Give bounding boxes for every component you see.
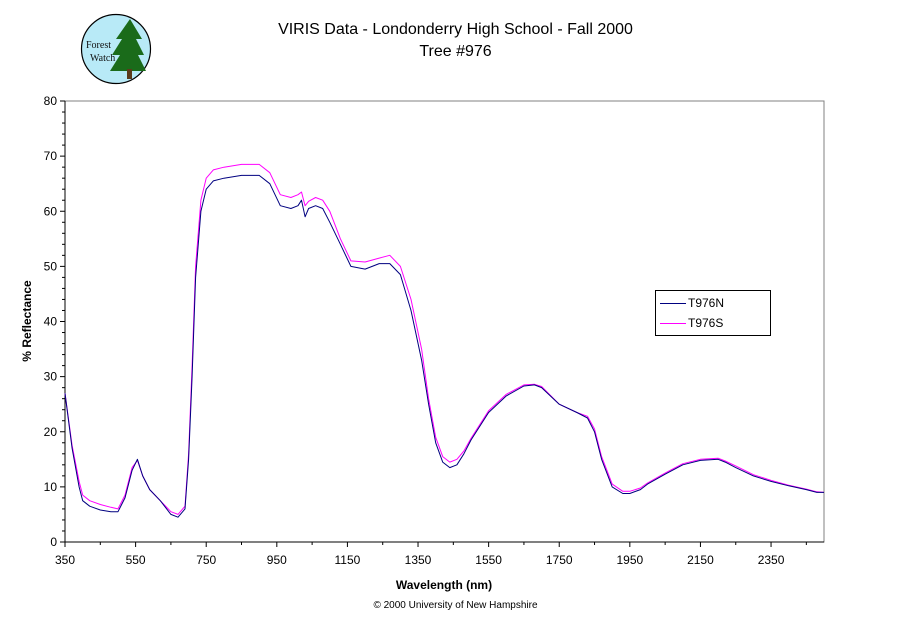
x-tick-label: 1350	[405, 553, 432, 567]
logo-text-forest: Forest	[86, 40, 111, 51]
ticks: 0 10 20 30 40 50 60 70 80 350 550 750 950 1150 1350 155…	[44, 94, 807, 567]
legend-label-t976n: T976N	[688, 296, 725, 310]
chart-subtitle: Tree #976	[419, 43, 492, 60]
y-tick-label: 30	[44, 370, 58, 384]
y-axis-title: % Reflectance	[20, 280, 34, 362]
legend-entry-t976n: T976N	[660, 295, 724, 311]
y-tick-label: 80	[44, 94, 58, 108]
x-tick-label: 350	[55, 553, 75, 567]
logo-text-watch: Watch	[90, 53, 115, 64]
forest-watch-logo: Forest Watch	[80, 13, 152, 85]
legend-swatch-t976n	[660, 302, 686, 304]
legend-entry-t976s: T976S	[660, 315, 723, 331]
copyright: © 2000 University of New Hampshire	[373, 600, 538, 611]
y-tick-label: 60	[44, 204, 58, 218]
chart-title: VIRIS Data - Londonderry High School - F…	[278, 21, 633, 38]
legend-swatch-t976s	[660, 322, 686, 324]
y-tick-label: 10	[44, 480, 58, 494]
series-lines	[64, 163, 825, 518]
y-tick-label: 70	[44, 149, 58, 163]
series-line-t976n	[64, 174, 824, 518]
y-tick-label: 0	[50, 535, 57, 549]
x-tick-label: 2150	[687, 553, 714, 567]
x-tick-label: 1750	[546, 553, 573, 567]
legend-label-t976s: T976S	[688, 316, 724, 330]
x-tick-label: 1950	[616, 553, 643, 567]
x-tick-label: 1150	[335, 553, 361, 567]
x-tick-label: 1550	[475, 553, 502, 567]
x-tick-label: 750	[196, 553, 216, 567]
y-tick-label: 40	[44, 315, 58, 329]
x-axis-title: Wavelength (nm)	[396, 578, 492, 592]
x-tick-label: 550	[126, 553, 146, 567]
y-tick-label: 50	[44, 259, 58, 273]
y-tick-label: 20	[44, 425, 58, 439]
x-tick-label: 950	[267, 553, 287, 567]
x-tick-label: 2350	[758, 553, 785, 567]
legend: T976N T976S	[655, 290, 771, 336]
series-line-t976s	[64, 163, 825, 515]
